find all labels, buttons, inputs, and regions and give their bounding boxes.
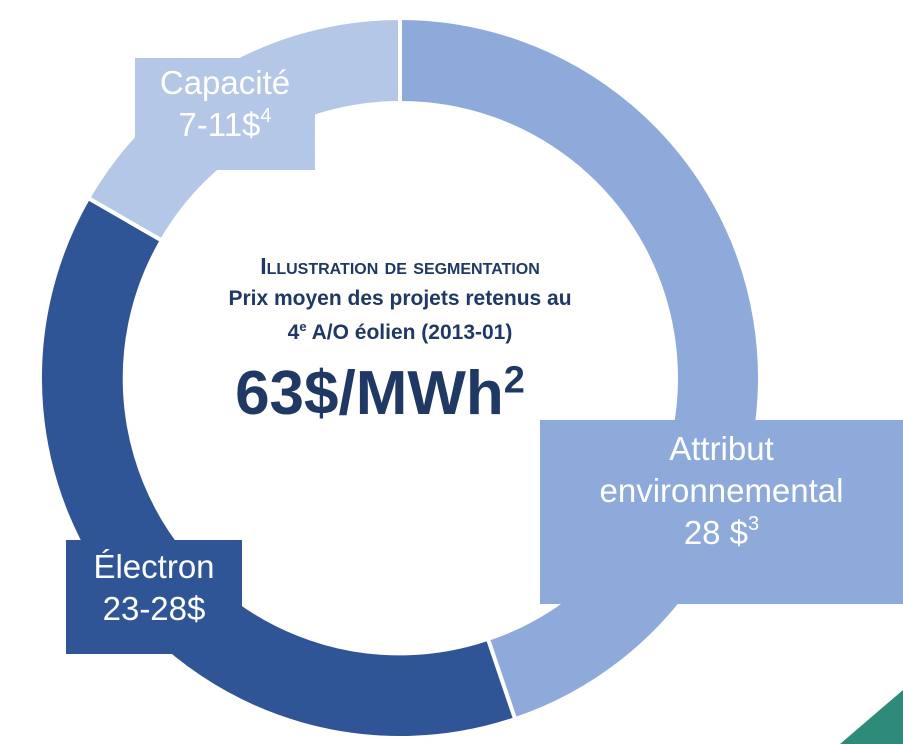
amount-text: 23-28$ [102, 590, 206, 627]
corner-decoration [840, 690, 903, 744]
capacity-label: Capacité 7-11$4 [135, 58, 315, 170]
environmental-label: Attribut environnemental 28 $3 [540, 420, 903, 604]
label-line: Électron [93, 548, 215, 585]
amount: 23-28$ [66, 588, 242, 630]
amount: 28 $3 [540, 512, 903, 554]
price-text: 63$/MWh [235, 359, 504, 428]
amount-text: 28 $ [683, 514, 749, 551]
round-suffix: e [299, 319, 307, 334]
label-line: Capacité [159, 64, 291, 101]
footnote: 4 [260, 105, 272, 127]
label-line: environnemental [599, 472, 844, 509]
subtitle: Prix moyen des projets retenus au [228, 287, 572, 310]
center-text: Illustration de segmentation Prix moyen … [120, 250, 680, 434]
price: 63$/MWh2 [80, 354, 680, 434]
title: Illustration de segmentation [260, 253, 540, 279]
amount-text: 7-11$ [178, 106, 261, 143]
round-number: 4 [287, 321, 300, 344]
electron-label: Électron 23-28$ [66, 540, 242, 654]
round: 4e A/O éolien (2013-01) [120, 316, 680, 350]
label-line: Attribut [669, 430, 774, 467]
amount: 7-11$4 [135, 104, 315, 146]
round-text: A/O éolien (2013-01) [306, 321, 513, 344]
footnote: 3 [748, 513, 760, 535]
price-note: 2 [503, 359, 525, 402]
